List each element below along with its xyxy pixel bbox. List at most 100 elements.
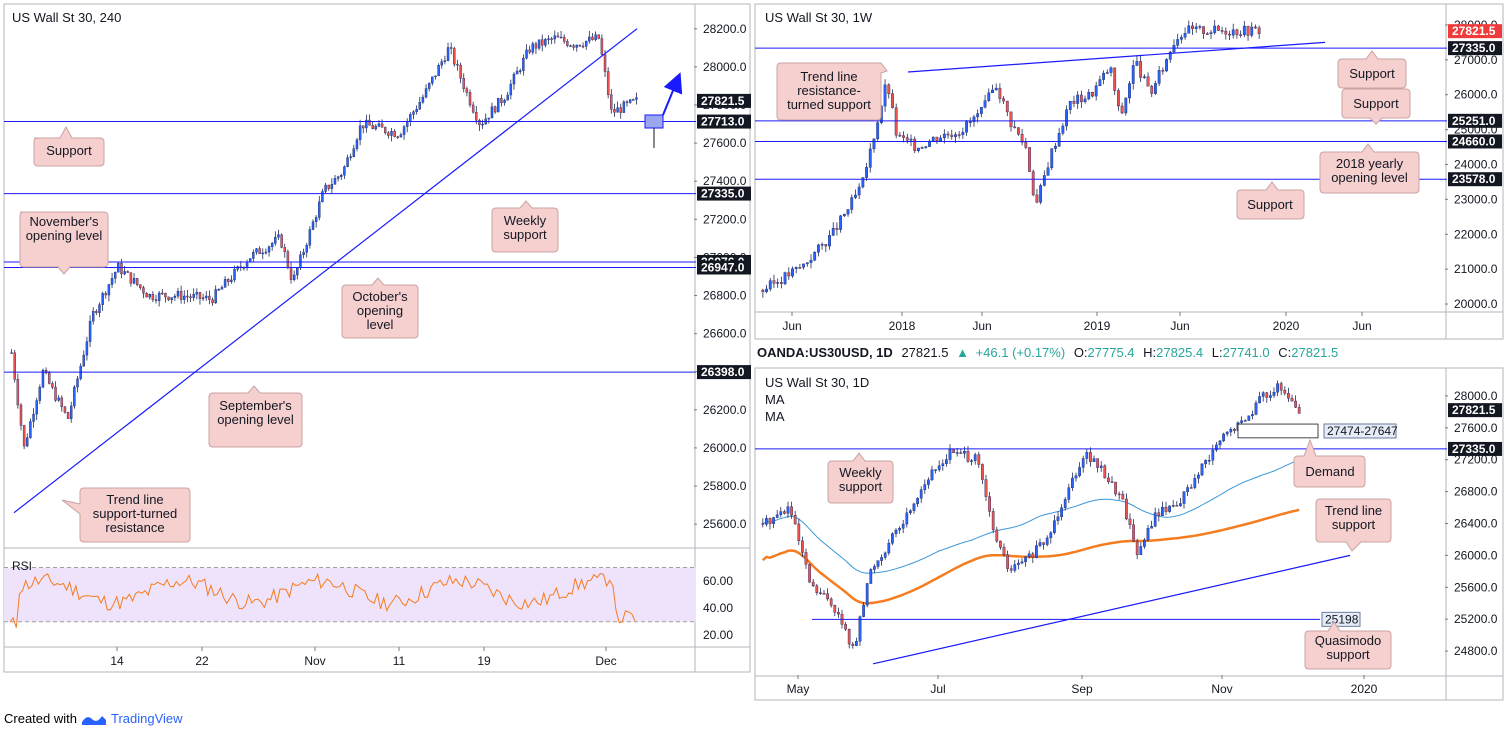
d1-time-axis[interactable]: May Jul Sep Nov 2020 [787,675,1378,696]
w1-candle [794,267,798,269]
h4-candle [292,274,296,280]
d1-candle [1182,491,1186,504]
w1-candle [1076,94,1080,104]
w1-candle [761,289,765,293]
rsi-ytick-label: 60.00 [703,574,733,588]
d1-candle [909,510,912,514]
d1-candle [1175,505,1179,507]
h4-candle [384,127,387,133]
w1-price-tag [1448,113,1502,128]
h4-candle [148,294,151,298]
d1-trendline [872,554,1351,665]
d1-candle [1200,463,1204,476]
d1-demand-zone [1237,423,1319,439]
d1-candle [858,616,862,642]
h4-time-axis[interactable]: 14 22 Nov 11 19 Dec [110,647,617,668]
d1-candle [981,464,984,480]
label-w1-support-3: Support [1247,197,1293,212]
callout-weekly-support: Weekly support [491,200,559,253]
h4-candle [471,104,475,113]
w1-candle [1205,33,1209,35]
h4-candle [387,132,390,136]
h4-candle [352,148,356,157]
w1-candle [1102,72,1105,80]
d1-candle [826,593,829,600]
d1-candle [797,523,801,542]
h4-price-axis[interactable]: 28200.028000.027800.027600.027400.027200… [694,22,751,531]
h4-candle [296,267,299,276]
w1-candle [1176,39,1180,46]
d1-candle [1071,477,1074,488]
h4-candle [29,421,32,438]
w1-price-axis[interactable]: 28000.027000.026000.025000.024000.023000… [1445,18,1502,311]
w1-candle [1220,30,1224,32]
w1-candle [1231,29,1235,36]
label-trendline-resistance: Trend line support-turned resistance [92,493,178,535]
h4-ytick-label: 26600.0 [703,327,747,341]
h4-candle [245,261,249,268]
d1-candle [1233,428,1236,431]
h4-price-tag [697,365,751,380]
d1-annotations: Weekly support Demand Trend line support… [827,438,1392,670]
w1-ytick-label: 22000.0 [1454,227,1498,241]
d1-candle [876,560,880,567]
w1-candle [820,244,824,246]
w1-candle [872,138,876,150]
h4-candle [588,36,591,42]
h4-candle [189,296,192,299]
d1-candle [765,518,768,525]
h4-projection-arrow [662,72,683,116]
callout-septembers-opening: September's opening level [208,385,303,448]
callout-w1-yearly-open: 2018 yearly opening level [1319,143,1420,194]
h4-candle [606,71,610,95]
h4-trendline [13,28,638,514]
d1-zone-tag [1323,423,1397,439]
d1-ma-fast [762,458,1300,574]
w1-candle [1191,25,1194,29]
h4-candle [405,121,409,127]
label-d1-weekly-support: Weekly support [838,466,883,494]
d1-candle [959,452,963,454]
w1-candle [798,267,802,269]
h4-candle [434,75,437,78]
callout-d1-demand: Demand [1293,438,1366,488]
w1-candle [868,148,872,168]
d1-candle [865,583,869,606]
w1-candle [972,116,976,122]
d1-candle [1081,458,1085,468]
h4-candle [139,284,142,288]
h4-xtick-label: 22 [195,654,209,668]
h4-rsi-pane[interactable]: 60.00 40.00 20.00 RSI [4,559,733,642]
h4-price-tag [697,93,751,108]
w1-candle [839,215,843,230]
h4-candle [63,406,67,413]
w1-candle [946,133,950,136]
d1-candle [793,515,797,525]
h4-candle [519,70,522,72]
d1-ytick-label: 26000.0 [1454,548,1498,562]
w1-candle [772,280,776,284]
d1-ytick-label: 24800.0 [1454,644,1498,658]
h4-candle [98,304,101,313]
h4-candle [456,64,459,66]
h4-candle [566,41,569,46]
w1-candle [1124,97,1128,114]
h4-candle [267,246,271,253]
d1-candle [873,566,876,570]
d1-candle [1207,460,1211,462]
d1-ytick-label: 25200.0 [1454,612,1498,626]
d1-candle [1189,487,1193,489]
w1-candle [842,213,846,217]
label-septembers-opening: September's opening level [217,399,294,427]
d1-price-axis[interactable]: 28000.0 27600.0 27200.0 26800.0 26400.0 26000… [1445,389,1502,658]
w1-time-axis[interactable]: Jun 2018 Jun 2019 Jun 2020 Jun [782,312,1372,333]
h4-chart-panel[interactable]: 28200.028000.027800.027600.027400.027200… [3,3,751,673]
d1-candle [1171,505,1175,507]
h4-candle [497,97,500,113]
d1-open: 27775.4 [1088,345,1135,360]
w1-candle [1217,25,1220,31]
h4-candle [632,99,635,101]
h4-candle [327,184,330,189]
tradingview-link[interactable]: TradingView [110,711,183,726]
d1-symbol-header: OANDA:US30USD, 1D 27821.5 ▲ +46.1 (+0.17… [757,345,1338,360]
